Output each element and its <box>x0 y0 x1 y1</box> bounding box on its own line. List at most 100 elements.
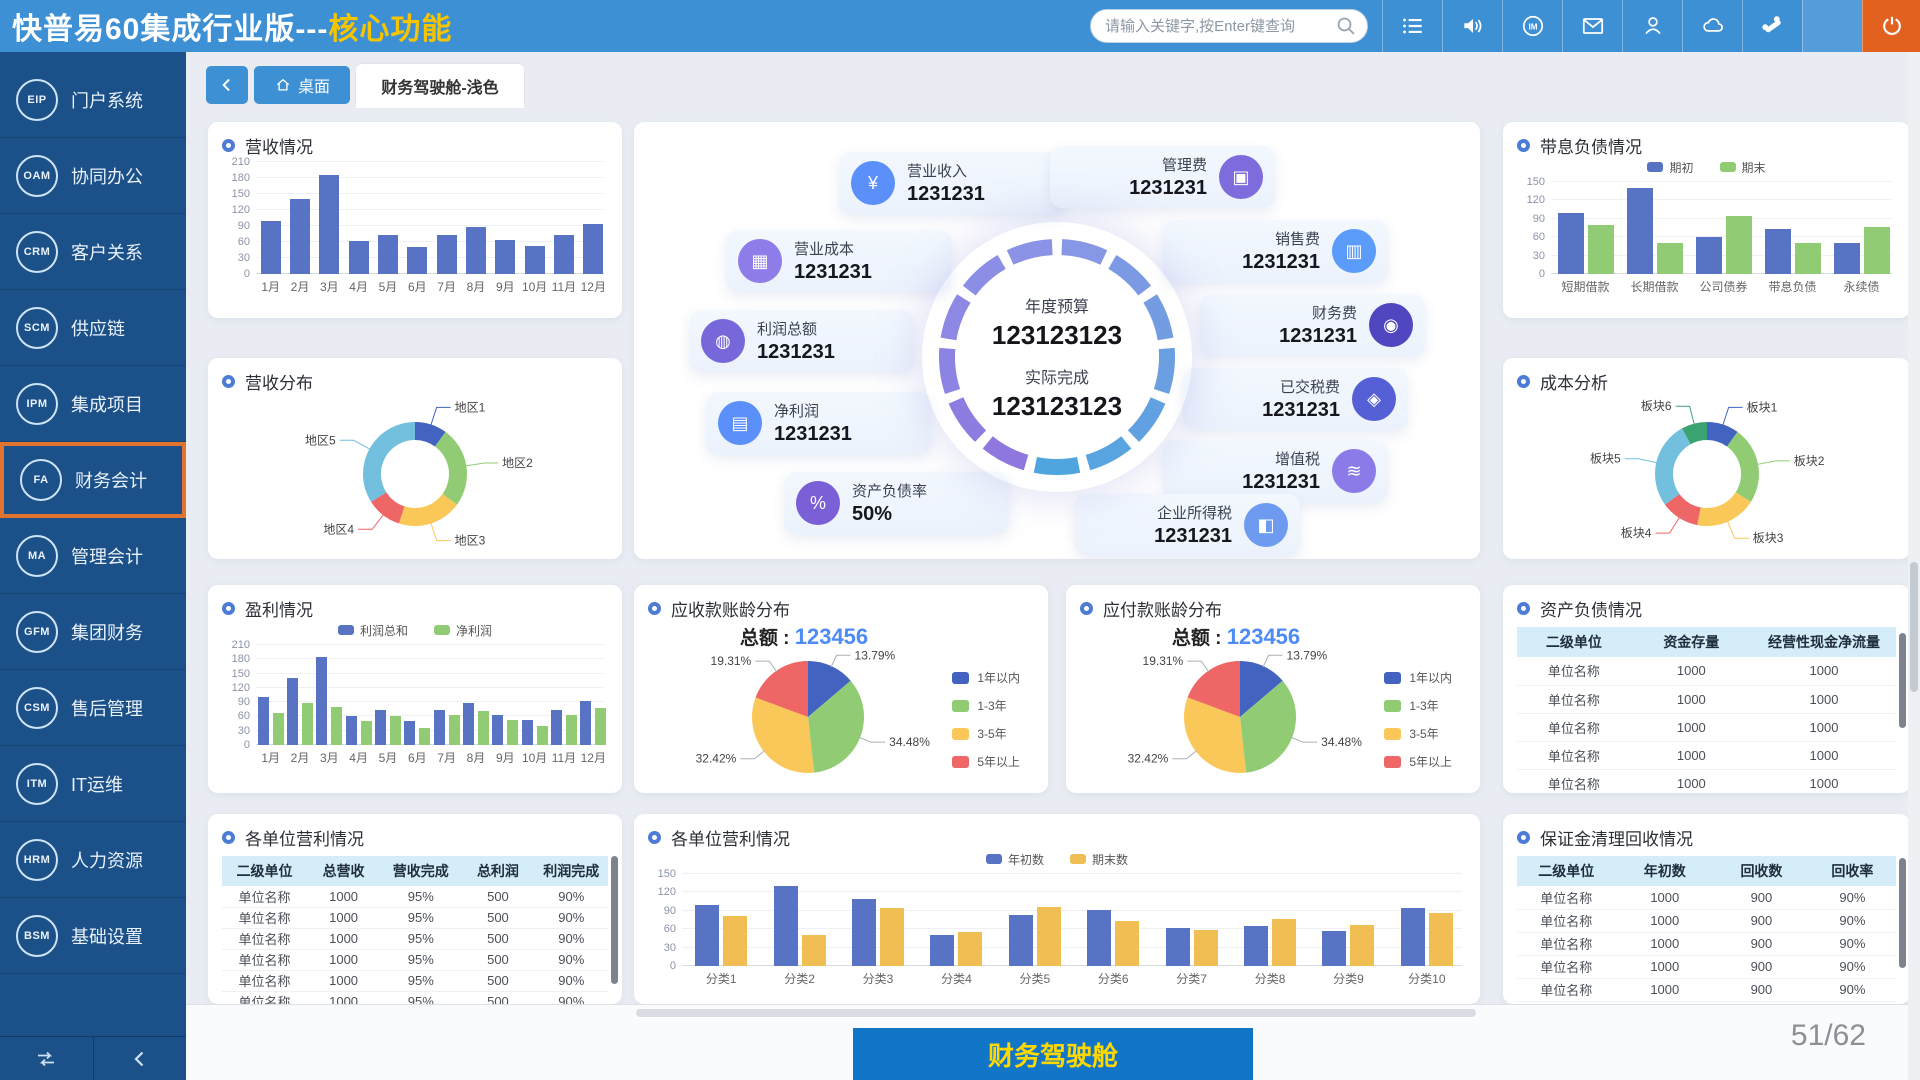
bar <box>465 227 486 274</box>
power-button[interactable] <box>1862 0 1920 52</box>
card-assets-liabilities: 资产负债情况 二级单位 资金存量 经营性现金净流量 单位名称 1000 1000 单位名称 1… <box>1503 585 1910 793</box>
search-icon[interactable] <box>1334 14 1358 38</box>
table-cell: 90% <box>1808 909 1896 933</box>
user-button[interactable] <box>1622 0 1682 52</box>
slice-label: 板块5 <box>1590 452 1621 466</box>
kpi-pill: ¥ 营业收入 1231231 <box>839 152 1064 214</box>
table-header-cell: 利润完成 <box>534 856 608 886</box>
card-ring-icon <box>1517 830 1530 844</box>
sidebar-item-scm[interactable]: SCM 供应链 <box>0 290 186 366</box>
money-bag-icon: ¥ <box>851 161 895 205</box>
sidebar-item-gfm[interactable]: GFM 集团财务 <box>0 594 186 670</box>
y-axis-tick: 90 <box>1532 212 1545 225</box>
label-connector <box>1187 660 1210 673</box>
cloud-icon <box>1702 18 1723 32</box>
table-scrollbar[interactable] <box>1899 633 1906 728</box>
unit-profit-table: 二级单位 总营收 营收完成 总利润 利润完成 单位名称 1000 95% 500 90% 单位名称 1… <box>222 856 608 1004</box>
deposit-recovery-table: 二级单位 年初数 回收数 回收率 单位名称 1000 900 90% 单位名称 1000 900 90… <box>1517 856 1896 1002</box>
kpi-label: 营业收入 <box>907 163 968 180</box>
im-button[interactable]: IM <box>1502 0 1562 52</box>
table-row: 单位名称 1000 1000 <box>1517 713 1896 742</box>
swap-arrows-button[interactable] <box>0 1037 93 1080</box>
bar <box>477 711 489 745</box>
scrollbar-thumb[interactable] <box>1910 562 1918 692</box>
bar <box>377 235 398 274</box>
slice-5年以上 <box>755 661 808 717</box>
kpi-label: 营业成本 <box>794 241 855 258</box>
legend-item: 5年以上 <box>952 753 1020 770</box>
x-axis-label: 9月 <box>495 280 515 294</box>
bar-group <box>1758 229 1827 274</box>
slice-label: 13.79% <box>855 648 896 662</box>
table-cell: 500 <box>461 928 535 950</box>
table-cell: 90% <box>534 991 608 1004</box>
kpi-pill: ▦ 营业成本 1231231 <box>726 230 951 292</box>
sidebar-item-ma[interactable]: MA 管理会计 <box>0 518 186 594</box>
app-title-main: 快普易60集成行业版--- <box>12 13 329 46</box>
cloud-button[interactable] <box>1682 0 1742 52</box>
label-connector <box>1624 458 1658 464</box>
x-axis-label: 11月 <box>551 280 577 294</box>
collapse-chevron-button[interactable] <box>92 1037 187 1080</box>
sidebar-item-label: 协同办公 <box>71 166 143 187</box>
speaker-button[interactable] <box>1442 0 1502 52</box>
user-area[interactable] <box>1802 0 1862 52</box>
sidebar-item-eip[interactable]: EIP 门户系统 <box>0 62 186 138</box>
kpi-pill: ≋ 增值税 1231231 <box>1163 440 1388 502</box>
kpi-label: 增值税 <box>1274 451 1320 468</box>
slice-地区2 <box>434 431 467 505</box>
module-badge-icon: EIP <box>16 78 58 121</box>
table-cell: 单位名称 <box>1517 685 1631 714</box>
table-cell: 1000 <box>306 928 381 950</box>
kpi-value: 50% <box>852 503 893 525</box>
sidebar-item-csm[interactable]: CSM 售后管理 <box>0 670 186 746</box>
back-button[interactable] <box>206 66 248 104</box>
card-kpi-center: ¥ 营业收入 1231231 ▦ 营业成本 1231231 ◍ 利润总额 1231231 ▤ 净利润… <box>634 122 1480 559</box>
table-cell: 1000 <box>306 949 381 971</box>
sidebar-item-label: 财务会计 <box>75 471 147 491</box>
mail-button[interactable] <box>1562 0 1622 52</box>
bar <box>492 715 504 745</box>
sidebar-item-crm[interactable]: CRM 客户关系 <box>0 214 186 290</box>
finance-cockpit-button[interactable]: 财务驾驶舱 <box>853 1028 1253 1080</box>
sidebar-item-hrm[interactable]: HRM 人力资源 <box>0 822 186 898</box>
x-axis-label: 12月 <box>580 280 606 294</box>
horizontal-scrollbar[interactable] <box>636 1009 1476 1017</box>
table-header-cell: 总营收 <box>306 856 381 886</box>
bar-group <box>432 710 461 745</box>
sidebar-item-itm[interactable]: ITM IT运维 <box>0 746 186 822</box>
table-scrollbar[interactable] <box>611 856 618 984</box>
x-axis-label: 永续债 <box>1843 280 1880 294</box>
vertical-scrollbar[interactable] <box>1908 52 1920 1080</box>
table-scrollbar[interactable] <box>1899 858 1906 968</box>
legend-chip <box>952 671 970 684</box>
sidebar-item-oam[interactable]: OAM 协同办公 <box>0 138 186 214</box>
sidebar-item-bsm[interactable]: BSM 基础设置 <box>0 898 186 974</box>
table-cell: 1000 <box>1751 685 1896 714</box>
bar <box>1428 913 1453 966</box>
search-input[interactable] <box>1090 9 1368 43</box>
table-cell: 单位名称 <box>1517 713 1631 742</box>
gauge-segment <box>1033 457 1081 475</box>
x-axis-label: 分类3 <box>862 972 894 986</box>
table-cell: 单位名称 <box>1517 932 1616 956</box>
tab-desktop[interactable]: 桌面 <box>254 66 350 104</box>
gauge-value-actual: 123123123 <box>991 390 1123 421</box>
phone-button[interactable] <box>1742 0 1802 52</box>
sidebar-item-label: 基础设置 <box>71 926 143 947</box>
table-row: 单位名称 1000 95% 500 90% <box>222 907 608 929</box>
bar-group <box>682 905 760 966</box>
menu-list-button[interactable] <box>1382 0 1442 52</box>
table-cell: 1000 <box>1751 769 1896 793</box>
kpi-value: 1231231 <box>1242 471 1320 493</box>
sidebar-item-ipm[interactable]: IPM 集成项目 <box>0 366 186 442</box>
x-axis-label: 8月 <box>466 751 486 765</box>
bar <box>1244 926 1269 966</box>
tab-finance-cockpit[interactable]: 财务驾驶舱-浅色 <box>356 64 524 108</box>
kpi-value: 1231231 <box>774 423 852 445</box>
slice-地区4 <box>371 492 405 524</box>
sidebar-item-fa[interactable]: FA 财务会计 <box>0 442 186 518</box>
slice-1-3年 <box>808 680 864 773</box>
chart-legend: 期初 期末 <box>1517 158 1896 178</box>
table-header-cell: 回收率 <box>1808 856 1896 886</box>
